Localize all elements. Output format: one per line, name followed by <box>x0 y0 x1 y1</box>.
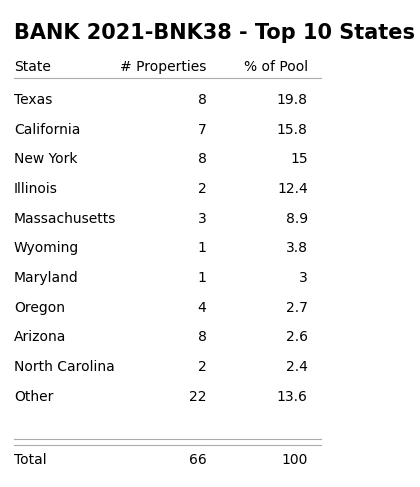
Text: Massachusetts: Massachusetts <box>14 212 116 225</box>
Text: 1: 1 <box>198 241 207 255</box>
Text: 66: 66 <box>189 453 207 467</box>
Text: 13.6: 13.6 <box>277 390 308 404</box>
Text: 7: 7 <box>198 123 207 136</box>
Text: 8: 8 <box>198 93 207 107</box>
Text: 3.8: 3.8 <box>286 241 308 255</box>
Text: 2.7: 2.7 <box>286 300 308 315</box>
Text: 15: 15 <box>290 152 308 166</box>
Text: 12.4: 12.4 <box>277 182 308 196</box>
Text: Other: Other <box>14 390 53 404</box>
Text: 1: 1 <box>198 271 207 285</box>
Text: 4: 4 <box>198 300 207 315</box>
Text: New York: New York <box>14 152 77 166</box>
Text: North Carolina: North Carolina <box>14 360 115 374</box>
Text: 8: 8 <box>198 330 207 344</box>
Text: California: California <box>14 123 80 136</box>
Text: 2.6: 2.6 <box>286 330 308 344</box>
Text: 3: 3 <box>198 212 207 225</box>
Text: State: State <box>14 59 51 74</box>
Text: 22: 22 <box>189 390 207 404</box>
Text: BANK 2021-BNK38 - Top 10 States: BANK 2021-BNK38 - Top 10 States <box>14 23 415 43</box>
Text: 8.9: 8.9 <box>286 212 308 225</box>
Text: Oregon: Oregon <box>14 300 65 315</box>
Text: Total: Total <box>14 453 47 467</box>
Text: 15.8: 15.8 <box>277 123 308 136</box>
Text: 100: 100 <box>281 453 308 467</box>
Text: 2.4: 2.4 <box>286 360 308 374</box>
Text: 8: 8 <box>198 152 207 166</box>
Text: Illinois: Illinois <box>14 182 58 196</box>
Text: # Properties: # Properties <box>120 59 207 74</box>
Text: Texas: Texas <box>14 93 52 107</box>
Text: Wyoming: Wyoming <box>14 241 79 255</box>
Text: 19.8: 19.8 <box>277 93 308 107</box>
Text: 2: 2 <box>198 360 207 374</box>
Text: 3: 3 <box>299 271 308 285</box>
Text: % of Pool: % of Pool <box>244 59 308 74</box>
Text: 2: 2 <box>198 182 207 196</box>
Text: Arizona: Arizona <box>14 330 66 344</box>
Text: Maryland: Maryland <box>14 271 79 285</box>
